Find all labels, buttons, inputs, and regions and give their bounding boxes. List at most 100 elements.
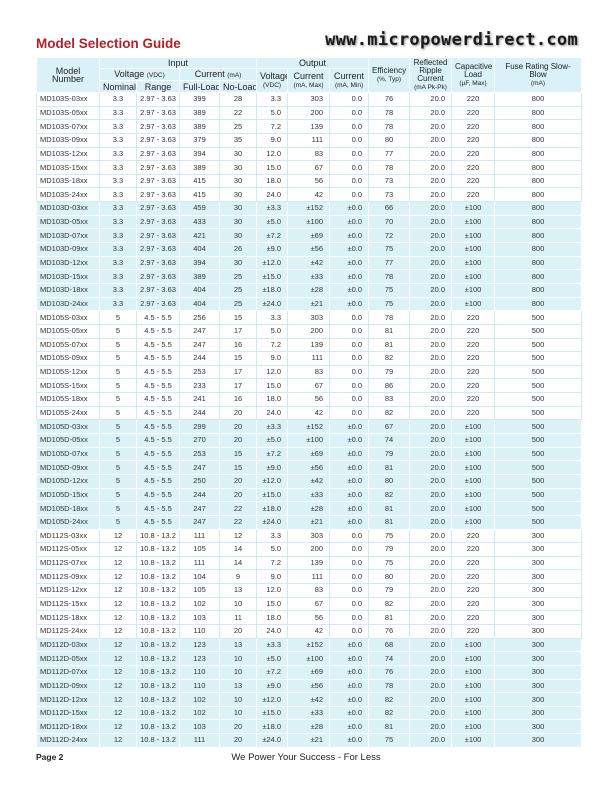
cell-output-voltage: ±3.3 bbox=[256, 637, 289, 653]
cell-ripple-current: 20.0 bbox=[409, 596, 453, 612]
header-capacitive-load: Capacitive Load (µF, Max) bbox=[451, 57, 496, 93]
cell-ripple-current: 20.0 bbox=[409, 487, 453, 503]
cell-input-nominal: 12 bbox=[99, 596, 137, 612]
cell-ripple-current: 20.0 bbox=[409, 132, 453, 148]
cell-ripple-current: 20.0 bbox=[409, 637, 453, 653]
cell-input-range: 10.8 - 13.2 bbox=[136, 733, 180, 748]
cell-input-full-load: 253 bbox=[179, 364, 220, 380]
cell-output-current-max: ±100 bbox=[287, 433, 331, 448]
cell-efficiency: 66 bbox=[368, 201, 411, 216]
cell-input-no-load: 35 bbox=[218, 132, 258, 148]
cell-output-voltage: 24.0 bbox=[256, 405, 289, 421]
cell-output-voltage: ±15.0 bbox=[256, 269, 289, 284]
cell-input-full-load: 233 bbox=[179, 378, 220, 394]
cell-output-current-max: 303 bbox=[287, 528, 331, 544]
cell-input-nominal: 3.3 bbox=[99, 201, 137, 216]
cell-input-full-load: 103 bbox=[179, 719, 220, 735]
cell-efficiency: 76 bbox=[368, 664, 411, 680]
cell-model-number: MD103S-18xx bbox=[36, 173, 100, 189]
cell-fuse-rating: 500 bbox=[494, 323, 583, 339]
cell-model-number: MD105S-05xx bbox=[36, 323, 100, 339]
cell-output-current-min: ±0.0 bbox=[329, 419, 370, 435]
cell-input-full-load: 111 bbox=[179, 528, 220, 544]
cell-input-full-load: 379 bbox=[179, 132, 220, 148]
cell-output-current-max: ±100 bbox=[287, 651, 331, 666]
table-row: MD103S-05xx 3.3 2.97 - 3.63 389 22 5.0 200 0.0 7… bbox=[36, 105, 583, 121]
cell-output-current-max: 83 bbox=[287, 146, 331, 162]
cell-input-nominal: 5 bbox=[99, 351, 137, 366]
cell-output-current-max: ±28 bbox=[287, 282, 331, 298]
cell-model-number: MD105D-24xx bbox=[36, 514, 100, 530]
cell-input-nominal: 12 bbox=[99, 651, 137, 666]
cell-output-current-max: ±21 bbox=[287, 296, 331, 312]
cell-efficiency: 77 bbox=[368, 255, 411, 271]
cell-model-number: MD103S-12xx bbox=[36, 146, 100, 162]
cell-input-range: 2.97 - 3.63 bbox=[136, 242, 180, 257]
table-row: MD112D-18xx 12 10.8 - 13.2 103 20 ±18.0 ±28 ±0.… bbox=[36, 719, 583, 735]
cell-input-range: 10.8 - 13.2 bbox=[136, 705, 180, 721]
cell-input-range: 4.5 - 5.5 bbox=[136, 487, 180, 503]
cell-ripple-current: 20.0 bbox=[409, 664, 453, 680]
cell-output-current-max: 67 bbox=[287, 378, 331, 394]
page-title: Model Selection Guide bbox=[36, 36, 181, 51]
cell-efficiency: 81 bbox=[368, 501, 411, 516]
cell-output-current-max: 42 bbox=[287, 623, 331, 639]
cell-output-voltage: 12.0 bbox=[256, 364, 289, 380]
table-row: MD103S-12xx 3.3 2.97 - 3.63 394 30 12.0 83 0.0 7… bbox=[36, 146, 583, 162]
cell-input-no-load: 13 bbox=[218, 637, 258, 653]
cell-efficiency: 78 bbox=[368, 678, 411, 694]
cell-output-current-min: 0.0 bbox=[329, 173, 370, 189]
cell-output-current-max: ±33 bbox=[287, 705, 331, 721]
cell-fuse-rating: 300 bbox=[494, 678, 583, 694]
table-row: MD105D-24xx 5 4.5 - 5.5 247 22 ±24.0 ±21 ±0.0 81… bbox=[36, 514, 583, 530]
cell-capacitive-load: ±100 bbox=[451, 664, 496, 680]
cell-efficiency: 76 bbox=[368, 92, 411, 107]
cell-output-current-max: 42 bbox=[287, 405, 331, 421]
cell-ripple-current: 20.0 bbox=[409, 501, 453, 516]
cell-output-voltage: 7.2 bbox=[256, 337, 289, 353]
cell-output-voltage: ±9.0 bbox=[256, 678, 289, 694]
cell-output-current-min: 0.0 bbox=[329, 610, 370, 625]
cell-input-nominal: 5 bbox=[99, 460, 137, 475]
cell-output-current-min: ±0.0 bbox=[329, 733, 370, 748]
cell-model-number: MD103S-03xx bbox=[36, 92, 100, 107]
cell-capacitive-load: 220 bbox=[451, 569, 496, 585]
table-row: MD112D-03xx 12 10.8 - 13.2 123 13 ±3.3 ±152 ±0.… bbox=[36, 637, 583, 653]
cell-output-current-min: ±0.0 bbox=[329, 282, 370, 298]
cell-ripple-current: 20.0 bbox=[409, 173, 453, 189]
cell-input-no-load: 22 bbox=[218, 501, 258, 516]
cell-ripple-current: 20.0 bbox=[409, 583, 453, 598]
cell-output-current-min: 0.0 bbox=[329, 310, 370, 325]
cell-output-current-min: 0.0 bbox=[329, 105, 370, 121]
cell-output-voltage: 5.0 bbox=[256, 105, 289, 121]
cell-capacitive-load: 220 bbox=[451, 105, 496, 121]
model-selection-table: Model Number Input Output Efficiency (%, … bbox=[36, 57, 583, 748]
cell-output-current-max: 111 bbox=[287, 351, 331, 366]
cell-fuse-rating: 300 bbox=[494, 569, 583, 585]
cell-input-full-load: 123 bbox=[179, 637, 220, 653]
table-row: MD105S-15xx 5 4.5 - 5.5 233 17 15.0 67 0.0 86 20.… bbox=[36, 378, 583, 394]
cell-efficiency: 75 bbox=[368, 282, 411, 298]
cell-capacitive-load: ±100 bbox=[451, 733, 496, 748]
cell-input-no-load: 25 bbox=[218, 269, 258, 284]
cell-input-full-load: 247 bbox=[179, 514, 220, 530]
cell-input-range: 2.97 - 3.63 bbox=[136, 269, 180, 284]
cell-input-range: 10.8 - 13.2 bbox=[136, 678, 180, 694]
cell-output-current-max: ±42 bbox=[287, 692, 331, 707]
cell-input-full-load: 110 bbox=[179, 623, 220, 639]
cell-ripple-current: 20.0 bbox=[409, 323, 453, 339]
cell-fuse-rating: 500 bbox=[494, 392, 583, 407]
cell-model-number: MD112D-09xx bbox=[36, 678, 100, 694]
cell-input-no-load: 14 bbox=[218, 555, 258, 571]
cell-fuse-rating: 500 bbox=[494, 364, 583, 380]
cell-output-voltage: 24.0 bbox=[256, 623, 289, 639]
cell-output-current-min: ±0.0 bbox=[329, 201, 370, 216]
cell-capacitive-load: ±100 bbox=[451, 282, 496, 298]
cell-input-range: 10.8 - 13.2 bbox=[136, 719, 180, 735]
table-row: MD112S-12xx 12 10.8 - 13.2 105 13 12.0 83 0.0 79… bbox=[36, 583, 583, 598]
cell-input-no-load: 30 bbox=[218, 160, 258, 175]
cell-input-range: 10.8 - 13.2 bbox=[136, 596, 180, 612]
cell-model-number: MD105D-03xx bbox=[36, 419, 100, 435]
cell-efficiency: 75 bbox=[368, 296, 411, 312]
cell-input-no-load: 15 bbox=[218, 446, 258, 462]
